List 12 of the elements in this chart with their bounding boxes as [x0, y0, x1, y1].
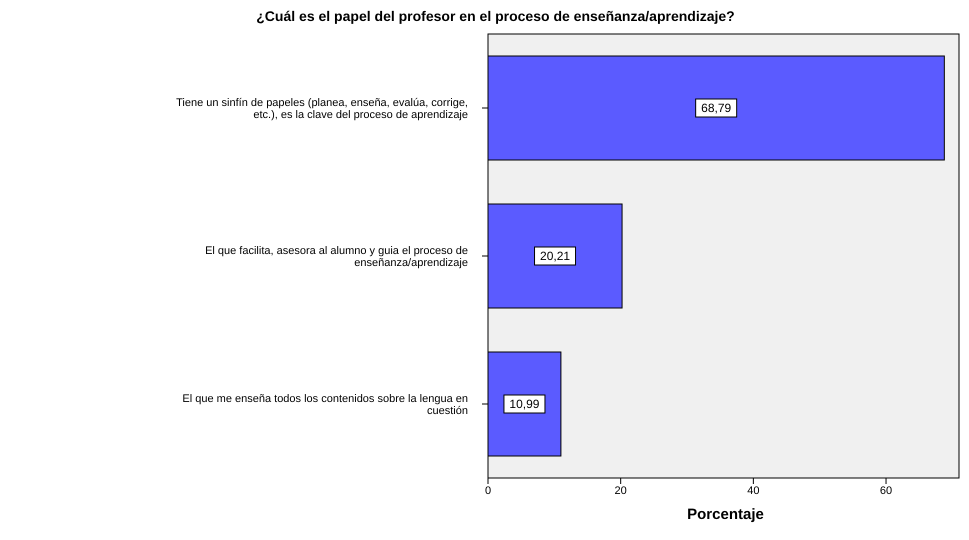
data-label: 10,99	[509, 397, 540, 411]
x-tick-label: 20	[614, 484, 627, 497]
y-tick-label: El que me enseña todos los contenidos sobre la lengua en cuestión	[182, 393, 468, 417]
x-tick-label: 0	[484, 484, 492, 497]
chart-title: ¿Cuál es el papel del profesor en el proceso de enseñanza/aprendizaje?	[255, 8, 736, 26]
x-tick-label: 60	[880, 484, 892, 497]
x-axis-title: Porcentaje	[686, 506, 765, 523]
x-tick-label: 40	[747, 484, 760, 497]
y-tick-label: El que facilita, asesora al alumno y guia el proceso de enseñanza/aprendizaje	[205, 245, 468, 269]
y-tick-label: Tiene un sinfín de papeles (planea, enseña, evalúa, corrige, etc.), es la clave del proceso de aprendizaje	[176, 97, 468, 121]
data-label: 20,21	[540, 249, 570, 263]
data-label: 68,79	[701, 101, 732, 115]
